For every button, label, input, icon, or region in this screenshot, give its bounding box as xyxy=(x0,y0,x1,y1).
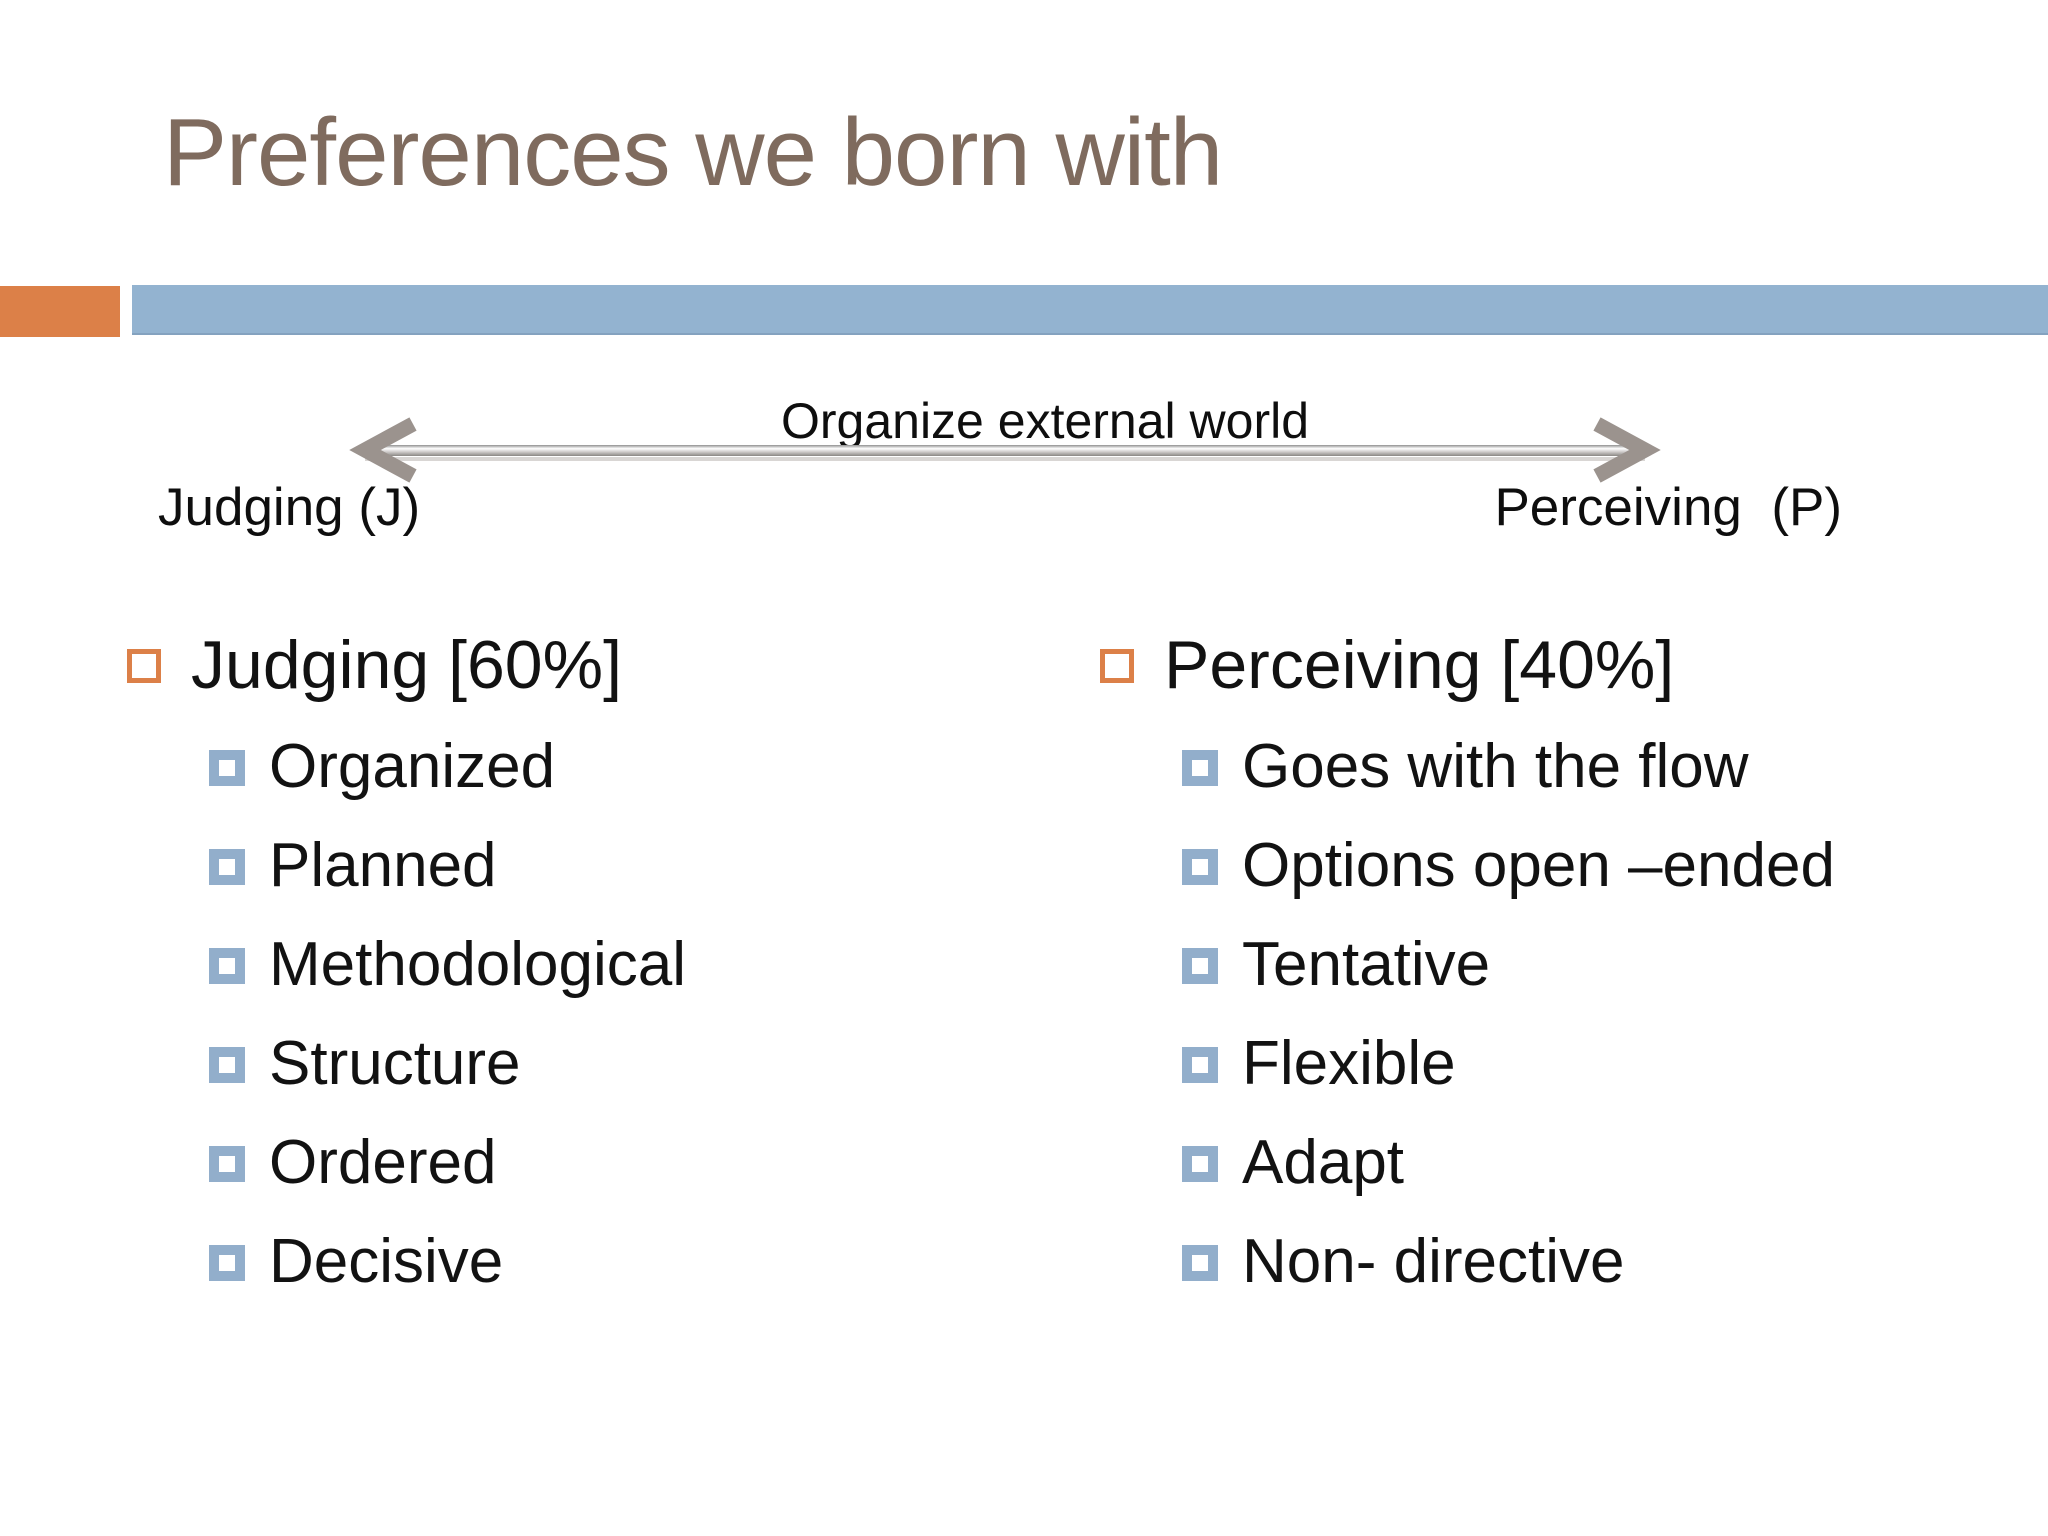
list-item-label: Flexible xyxy=(1242,1029,1456,1098)
axis-title: Organize external world xyxy=(780,393,1310,449)
blue-square-bullet-icon xyxy=(209,1244,245,1281)
orange-accent-block xyxy=(0,286,120,337)
list-item: Planned xyxy=(127,816,1107,915)
column-heading: Judging [60%] xyxy=(191,626,622,703)
list-item-label: Decisive xyxy=(269,1227,504,1296)
column-header: Perceiving [40%] xyxy=(1100,612,2048,717)
slide-title: Preferences we born with xyxy=(163,99,1223,206)
list-item: Ordered xyxy=(127,1113,1107,1212)
blue-square-bullet-icon xyxy=(209,749,245,786)
orange-square-bullet-icon xyxy=(1100,648,1134,683)
bullet-list: Goes with the flow Options open –ended T… xyxy=(1100,717,2048,1311)
blue-square-bullet-icon xyxy=(1182,749,1218,786)
list-item: Adapt xyxy=(1100,1113,2048,1212)
list-item: Non- directive xyxy=(1100,1212,2048,1311)
list-item-label: Structure xyxy=(269,1029,521,1098)
list-item-label: Organized xyxy=(269,732,556,801)
blue-square-bullet-icon xyxy=(1182,1145,1218,1182)
column-heading: Perceiving [40%] xyxy=(1164,626,1675,703)
list-item: Structure xyxy=(127,1014,1107,1113)
blue-square-bullet-icon xyxy=(209,1145,245,1182)
blue-square-bullet-icon xyxy=(209,1046,245,1083)
list-item-label: Goes with the flow xyxy=(1242,732,1749,801)
bullet-list: Organized Planned Methodological Structu… xyxy=(127,717,1107,1311)
blue-header-bar xyxy=(132,285,2048,335)
list-item: Decisive xyxy=(127,1212,1107,1311)
axis-right-label: Perceiving (P) xyxy=(1494,478,1842,537)
list-item-label: Methodological xyxy=(269,930,687,999)
blue-square-bullet-icon xyxy=(209,848,245,885)
axis-left-label: Judging (J) xyxy=(158,478,421,537)
judging-column: Judging [60%] Organized Planned Methodol… xyxy=(127,612,1107,1311)
list-item: Goes with the flow xyxy=(1100,717,2048,816)
double-headed-arrow-icon xyxy=(349,417,1661,483)
list-item-label: Tentative xyxy=(1242,930,1491,999)
list-item-label: Non- directive xyxy=(1242,1227,1625,1296)
list-item-label: Adapt xyxy=(1242,1128,1405,1197)
list-item: Tentative xyxy=(1100,915,2048,1014)
orange-square-bullet-icon xyxy=(127,648,161,683)
list-item-label: Options open –ended xyxy=(1242,831,1835,900)
list-item: Organized xyxy=(127,717,1107,816)
list-item-label: Planned xyxy=(269,831,497,900)
blue-square-bullet-icon xyxy=(1182,1046,1218,1083)
blue-square-bullet-icon xyxy=(1182,947,1218,984)
blue-square-bullet-icon xyxy=(1182,848,1218,885)
list-item-label: Ordered xyxy=(269,1128,497,1197)
blue-square-bullet-icon xyxy=(209,947,245,984)
perceiving-column: Perceiving [40%] Goes with the flow Opti… xyxy=(1100,612,2048,1311)
blue-square-bullet-icon xyxy=(1182,1244,1218,1281)
list-item: Options open –ended xyxy=(1100,816,2048,915)
list-item: Methodological xyxy=(127,915,1107,1014)
list-item: Flexible xyxy=(1100,1014,2048,1113)
column-header: Judging [60%] xyxy=(127,612,1107,717)
